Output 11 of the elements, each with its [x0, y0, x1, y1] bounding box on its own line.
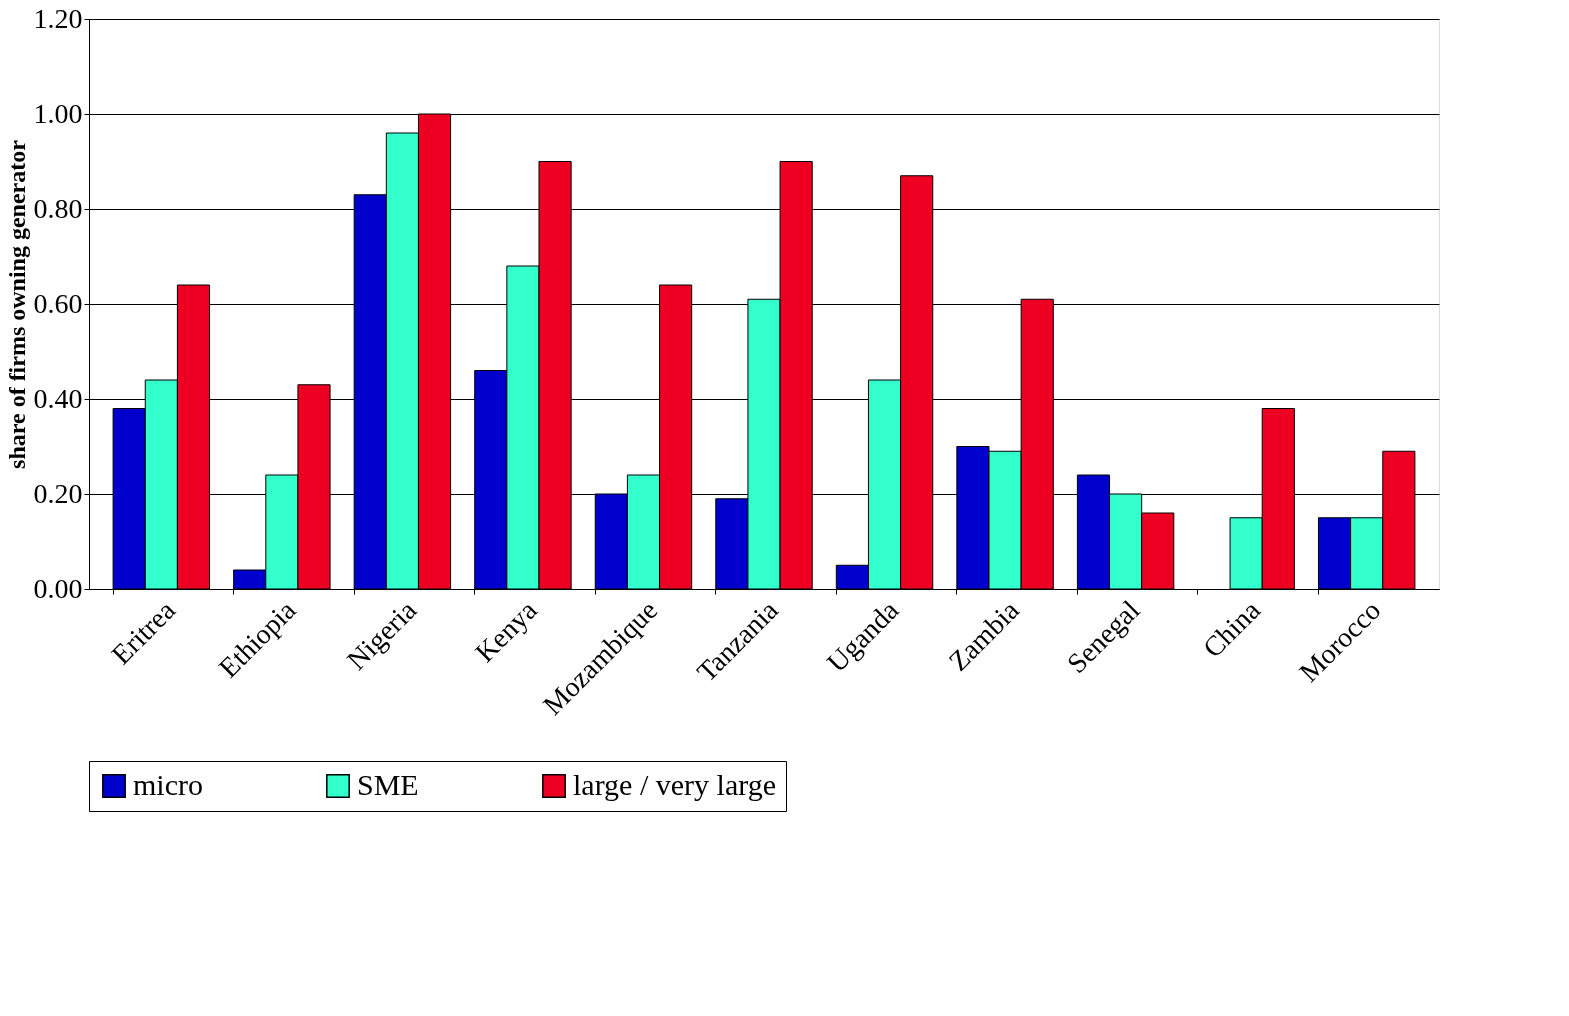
y-tick-label: 1.20 — [33, 2, 83, 34]
legend-label: large / very large — [573, 768, 776, 801]
legend-label: micro — [133, 768, 203, 801]
y-tick-label: 0.80 — [33, 192, 83, 224]
y-tick-label: 0.60 — [33, 287, 83, 319]
y-tick-label: 0.40 — [33, 382, 83, 414]
y-tick-label: 1.00 — [33, 97, 83, 129]
y-tick-label: 0.00 — [33, 572, 83, 604]
legend-label: SME — [357, 768, 419, 801]
y-axis-title: share of firms owning generator — [3, 139, 30, 469]
y-tick-label: 0.20 — [33, 477, 83, 509]
